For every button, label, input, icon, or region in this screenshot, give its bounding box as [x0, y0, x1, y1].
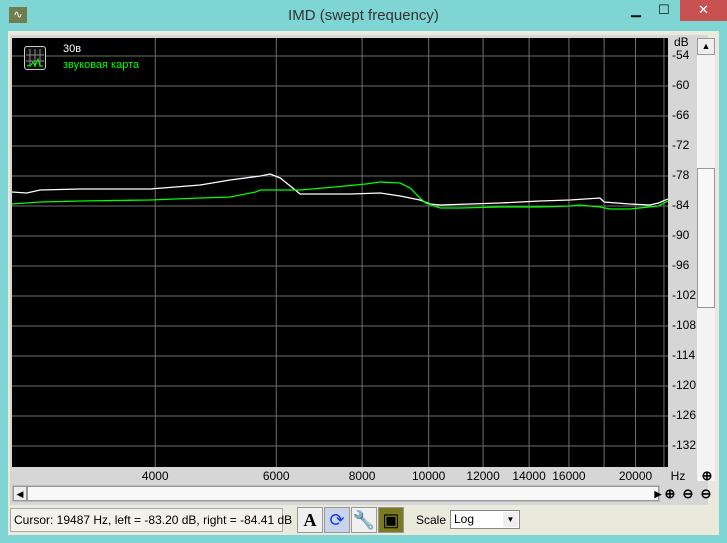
vertical-scrollbar[interactable]: ▲	[697, 38, 715, 481]
series-line-1	[12, 181, 668, 210]
legend-entry-sound-card: звуковая карта	[63, 59, 140, 71]
x-tick-label: 14000	[512, 469, 546, 483]
series-line-0	[12, 173, 668, 206]
window-title: IMD (swept frequency)	[288, 7, 439, 24]
y-tick-label: -78	[672, 168, 690, 182]
x-axis-unit: Hz	[670, 469, 686, 483]
cursor-readout: Cursor: 19487 Hz, left = -83.20 dB, righ…	[10, 508, 292, 532]
y-tick-label: -126	[672, 408, 697, 422]
scale-select[interactable]: Log ▼	[450, 510, 520, 529]
y-tick-label: -114	[672, 348, 696, 362]
imd-chart[interactable]	[12, 38, 668, 467]
maximize-button[interactable]: ☐	[658, 2, 670, 17]
x-tick-label: 8000	[348, 469, 376, 483]
scale-value: Log	[454, 512, 475, 526]
zoom-in-vertical-icon[interactable]: ⊕	[701, 468, 713, 483]
title-bar: ∿ IMD (swept frequency) ▁ ☐ ✕	[0, 0, 727, 30]
vertical-scroll-thumb[interactable]	[697, 168, 715, 308]
x-tick-label: 20000	[618, 469, 653, 483]
y-tick-label: -132	[672, 438, 697, 452]
horizontal-scrollbar[interactable]: ◀	[12, 485, 660, 502]
y-tick-label: -84	[672, 198, 690, 212]
plot-background	[12, 38, 668, 467]
font-button[interactable]: A	[297, 507, 323, 533]
scroll-left-button[interactable]: ◀	[13, 486, 27, 501]
zoom-out-icon[interactable]: ⊖	[682, 486, 694, 501]
horizontal-scroll-thumb[interactable]	[27, 486, 659, 501]
zoom-out-vertical-icon[interactable]: ⊖	[700, 486, 712, 501]
spectrum-legend-icon	[24, 46, 46, 70]
y-tick-label: -102	[672, 288, 697, 302]
close-button[interactable]: ✕	[680, 0, 727, 21]
y-tick-label: -90	[672, 228, 690, 242]
y-tick-label: -66	[672, 108, 690, 122]
zoom-in-icon[interactable]: ⊕	[664, 486, 676, 501]
wrench-icon[interactable]: 🔧	[351, 507, 377, 533]
save-icon[interactable]: ▣	[378, 507, 404, 533]
x-tick-label: 6000	[262, 469, 290, 483]
y-axis-unit: dB	[674, 35, 689, 49]
y-tick-label: -54	[672, 48, 690, 62]
minimize-button[interactable]: ▁	[631, 2, 641, 17]
refresh-icon[interactable]: ⟳	[324, 507, 350, 533]
scroll-right-button[interactable]: ▶	[654, 489, 662, 499]
y-tick-label: -108	[672, 318, 697, 332]
x-tick-label: 12000	[466, 469, 500, 483]
chevron-down-icon[interactable]: ▼	[503, 512, 518, 527]
y-tick-label: -120	[672, 378, 697, 392]
x-tick-label: 10000	[411, 469, 446, 483]
scroll-up-button[interactable]: ▲	[697, 38, 715, 55]
app-icon[interactable]: ∿	[9, 7, 27, 23]
legend-entry-30v: 30в	[63, 43, 82, 55]
x-tick-label: 16000	[552, 469, 586, 483]
y-tick-label: -72	[672, 138, 690, 152]
scale-label: Scale	[416, 513, 447, 527]
y-tick-label: -96	[672, 258, 690, 272]
y-tick-label: -60	[672, 78, 690, 92]
x-tick-label: 4000	[141, 469, 169, 483]
